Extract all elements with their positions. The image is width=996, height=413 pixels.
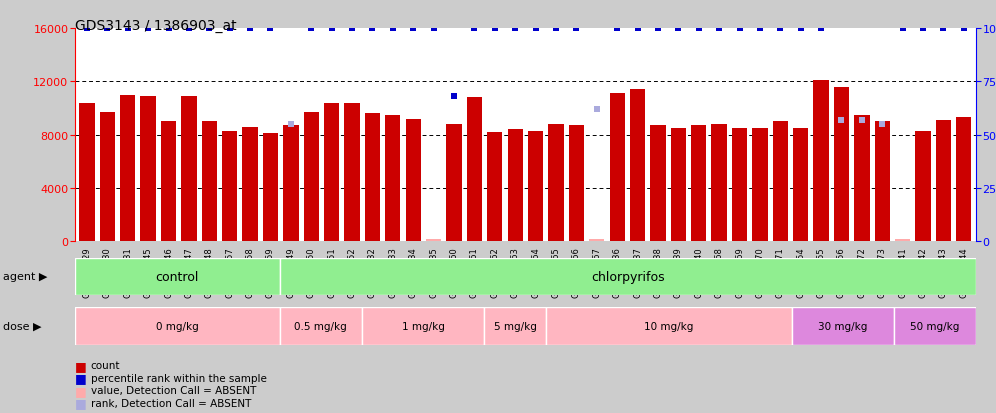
Bar: [793, 128, 809, 242]
Bar: [487, 133, 502, 242]
Bar: [75, 308, 280, 345]
Bar: [792, 308, 894, 345]
Bar: [484, 308, 546, 345]
Bar: [385, 115, 400, 242]
Bar: [549, 125, 564, 242]
Bar: [528, 131, 543, 242]
Bar: [362, 308, 484, 345]
Text: 10 mg/kg: 10 mg/kg: [644, 321, 693, 331]
Bar: [773, 122, 788, 242]
Text: value, Detection Call = ABSENT: value, Detection Call = ABSENT: [91, 385, 256, 395]
Bar: [467, 98, 482, 242]
Bar: [100, 113, 115, 242]
Text: percentile rank within the sample: percentile rank within the sample: [91, 373, 267, 383]
Bar: [324, 103, 340, 242]
Text: ■: ■: [75, 359, 87, 372]
Bar: [546, 308, 792, 345]
Text: 30 mg/kg: 30 mg/kg: [819, 321, 868, 331]
Bar: [280, 258, 976, 295]
Bar: [140, 97, 155, 242]
Bar: [650, 126, 665, 242]
Bar: [732, 128, 747, 242]
Bar: [446, 125, 462, 242]
Bar: [283, 126, 299, 242]
Text: ■: ■: [75, 371, 87, 385]
Text: 0 mg/kg: 0 mg/kg: [155, 321, 198, 331]
Bar: [263, 134, 278, 242]
Bar: [711, 125, 727, 242]
Text: agent ▶: agent ▶: [3, 272, 48, 282]
Text: GDS3143 / 1386903_at: GDS3143 / 1386903_at: [75, 19, 236, 33]
Text: rank, Detection Call = ABSENT: rank, Detection Call = ABSENT: [91, 398, 251, 408]
Bar: [855, 115, 870, 242]
Text: count: count: [91, 361, 121, 370]
Bar: [80, 103, 95, 242]
Bar: [161, 122, 176, 242]
Bar: [222, 131, 237, 242]
Text: ■: ■: [75, 396, 87, 409]
Bar: [304, 113, 319, 242]
Bar: [589, 239, 605, 242]
Bar: [242, 127, 258, 242]
Text: 1 mg/kg: 1 mg/kg: [401, 321, 444, 331]
Bar: [752, 128, 768, 242]
Bar: [610, 94, 624, 242]
Bar: [936, 121, 951, 242]
Bar: [629, 90, 645, 242]
Bar: [834, 88, 850, 242]
Bar: [405, 119, 421, 242]
Bar: [814, 81, 829, 242]
Bar: [181, 97, 196, 242]
Bar: [956, 118, 971, 242]
Text: 5 mg/kg: 5 mg/kg: [494, 321, 537, 331]
Bar: [201, 122, 217, 242]
Bar: [895, 239, 910, 242]
Bar: [75, 258, 280, 295]
Bar: [508, 130, 523, 242]
Text: 0.5 mg/kg: 0.5 mg/kg: [294, 321, 347, 331]
Bar: [345, 103, 360, 242]
Text: ■: ■: [75, 384, 87, 397]
Text: control: control: [155, 270, 199, 283]
Text: 50 mg/kg: 50 mg/kg: [910, 321, 960, 331]
Bar: [280, 308, 362, 345]
Bar: [915, 131, 930, 242]
Bar: [121, 95, 135, 242]
Bar: [691, 126, 706, 242]
Bar: [670, 128, 686, 242]
Bar: [426, 239, 441, 242]
Text: chlorpyrifos: chlorpyrifos: [591, 270, 664, 283]
Bar: [365, 114, 380, 242]
Bar: [894, 308, 976, 345]
Bar: [874, 122, 889, 242]
Bar: [569, 126, 584, 242]
Text: dose ▶: dose ▶: [3, 321, 42, 331]
